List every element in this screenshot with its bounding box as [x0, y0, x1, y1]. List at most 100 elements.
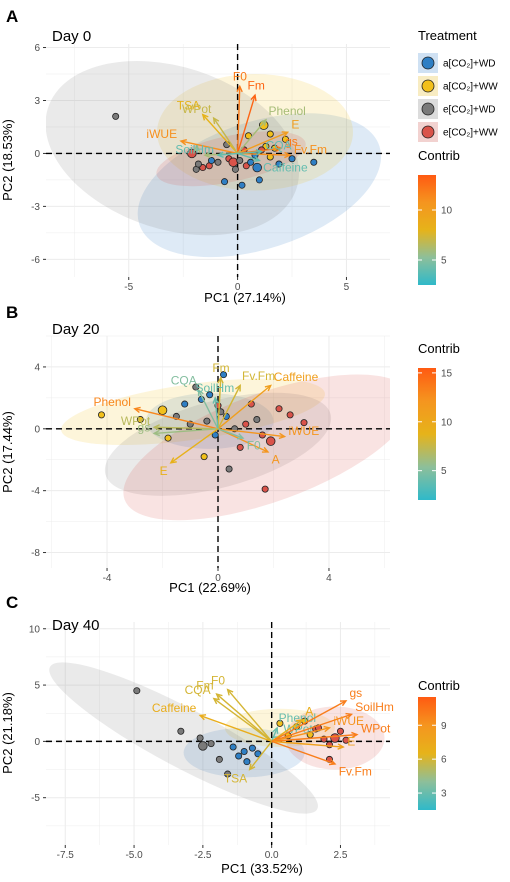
panel-label: C	[6, 593, 18, 612]
vector-arrowhead	[169, 457, 177, 464]
vector-arrowhead	[345, 712, 353, 720]
vector-arrowhead	[212, 396, 219, 404]
vector-arrowhead	[351, 731, 359, 739]
point-group-1	[157, 405, 168, 415]
vector-label: F0	[247, 438, 261, 452]
vector-arrow	[199, 714, 272, 743]
vector-label: F0	[211, 674, 225, 688]
x-axis-title: PC1 (27.14%)	[204, 290, 286, 305]
vector-arrowhead	[216, 151, 224, 158]
vector-arrow	[237, 119, 267, 154]
point-group-3	[300, 419, 308, 427]
point-group-0	[181, 400, 189, 408]
vector-label: WPot	[361, 721, 391, 735]
vector-arrow	[216, 693, 273, 742]
point-group-1	[281, 135, 289, 143]
point-group-3	[261, 485, 269, 493]
vector-arrowhead	[281, 131, 290, 138]
ellipse-group-0	[137, 113, 382, 258]
legend-key-marker	[421, 56, 435, 70]
vector-arrow	[217, 428, 269, 453]
vector-label: Fv.Fm	[339, 764, 372, 778]
y-axis-title: PC2 (17.44%)	[0, 411, 15, 493]
vector-label: Caffeine	[263, 161, 308, 175]
point-group-2	[196, 734, 204, 742]
ellipse-group-2	[46, 61, 300, 236]
contrib-colorbar	[418, 697, 436, 810]
vector-arrow	[237, 152, 290, 156]
vector-label: TSA	[224, 772, 247, 786]
vector-arrowhead	[212, 116, 220, 125]
y-tick-label: 0	[34, 737, 40, 748]
legend-item-label: e[CO₂]+WW	[443, 128, 498, 139]
vector-arrowhead	[197, 388, 204, 397]
vector-arrow	[217, 377, 222, 429]
vector-label: Phenol	[94, 395, 131, 409]
legend-key-marker	[421, 102, 435, 116]
vector-label: gs	[138, 421, 151, 435]
contrib-title: Contrib	[418, 678, 460, 693]
vector-arrowhead	[328, 759, 337, 766]
point-group-0	[252, 162, 262, 173]
vector-arrowhead	[215, 693, 223, 700]
vector-label: gs	[285, 135, 298, 149]
point-group-2	[112, 112, 120, 120]
contrib-title: Contrib	[418, 341, 460, 356]
x-tick-label: 4	[326, 573, 332, 584]
y-tick-label: -4	[31, 486, 40, 497]
vector-label: SoilHm	[355, 700, 394, 714]
panel-title: Day 0	[52, 28, 91, 45]
point-group-2	[203, 417, 211, 425]
colorbar-tick-label: 3	[441, 789, 447, 800]
x-tick-label: -5	[124, 282, 133, 293]
y-axis-title: PC2 (21.18%)	[0, 692, 15, 774]
point-group-3	[336, 727, 344, 735]
point-group-2	[253, 416, 261, 424]
vector-arrow	[214, 397, 219, 429]
contrib-colorbar	[418, 368, 436, 500]
legend-key-marker	[421, 79, 435, 93]
point-group-2	[192, 383, 200, 391]
vector-arrow	[271, 740, 336, 765]
x-tick-label: 0.0	[265, 850, 279, 861]
x-axis-title: PC1 (33.52%)	[221, 861, 303, 876]
vector-arrow	[213, 698, 273, 742]
point-group-0	[243, 758, 251, 766]
point-group-3	[187, 148, 197, 159]
panel-c: F0FmCQACaffeineTSAPhenolWPotAgsSoilHmiWU…	[0, 593, 460, 876]
point-group-2	[207, 740, 215, 748]
y-tick-label: -5	[31, 793, 40, 804]
vector-arrow	[170, 428, 219, 464]
point-group-0	[206, 391, 214, 399]
x-tick-label: 0	[235, 282, 241, 293]
variable-vectors: F0FmCQACaffeineTSAPhenolWPotAgsSoilHmiWU…	[152, 674, 394, 786]
point-group-0	[220, 371, 228, 379]
vector-arrow	[271, 713, 352, 743]
point-group-0	[254, 750, 262, 758]
colorbar-tick-label: 5	[441, 466, 447, 477]
colorbar-tick-label: 10	[441, 206, 453, 217]
vector-arrowhead	[179, 139, 187, 146]
vector-arrowhead	[323, 725, 332, 733]
vector-label: E	[160, 464, 168, 478]
legend-key-marker	[421, 125, 435, 139]
vector-arrow	[217, 152, 238, 156]
x-tick-label: -5.0	[125, 850, 143, 861]
vector-arrow	[249, 740, 273, 770]
colorbar-tick-label: 5	[441, 256, 447, 267]
y-tick-label: 10	[29, 624, 41, 635]
x-tick-label: 2.5	[334, 850, 348, 861]
vector-arrow	[134, 408, 219, 430]
point-group-0	[288, 155, 296, 163]
point-group-2	[198, 741, 208, 751]
vector-arrowhead	[284, 151, 292, 159]
point-group-0	[211, 431, 219, 439]
vector-arrowhead	[250, 93, 257, 102]
point-group-2	[194, 160, 202, 168]
point-group-3	[325, 741, 333, 749]
vector-arrowhead	[295, 719, 304, 726]
vector-label: SoilHm	[175, 143, 214, 157]
